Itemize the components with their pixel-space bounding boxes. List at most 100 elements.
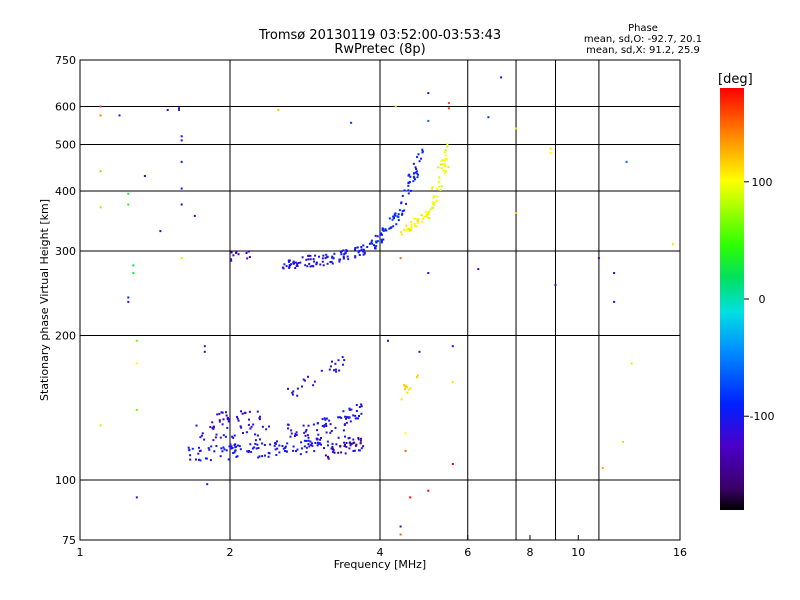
data-point (356, 246, 359, 249)
data-point (289, 264, 291, 267)
data-point (410, 226, 413, 229)
data-point (195, 424, 198, 427)
data-point (203, 350, 206, 353)
data-point (331, 262, 334, 265)
data-point (362, 445, 365, 448)
data-point (348, 436, 351, 439)
data-point (320, 369, 323, 372)
data-point (416, 156, 419, 158)
data-point (374, 234, 377, 237)
data-point (331, 360, 333, 363)
data-point (218, 420, 221, 423)
y-axis-label: Stationary phase Virtual Height [km] (38, 199, 51, 401)
data-point (294, 261, 297, 264)
data-point (325, 417, 328, 420)
data-point (407, 388, 410, 391)
data-point (288, 266, 291, 269)
data-point (425, 215, 428, 217)
data-point (303, 439, 306, 442)
data-point (230, 447, 232, 450)
data-point (311, 442, 313, 445)
data-point (392, 215, 395, 218)
data-point (225, 449, 228, 452)
data-point (350, 121, 353, 124)
data-point (399, 525, 402, 528)
data-point (206, 483, 209, 486)
data-point (404, 385, 407, 388)
data-point (316, 429, 319, 432)
data-point (436, 195, 439, 198)
data-point (410, 224, 413, 227)
data-point (216, 413, 219, 416)
data-point (285, 265, 288, 268)
data-point (323, 417, 326, 420)
data-point (415, 225, 418, 228)
data-point (373, 244, 375, 247)
data-point (221, 450, 224, 453)
data-point (330, 447, 333, 450)
data-point (340, 253, 343, 256)
data-point (258, 417, 261, 419)
data-point (304, 264, 307, 267)
data-point (355, 417, 358, 420)
data-point (446, 145, 449, 148)
data-point (180, 135, 183, 138)
data-point (413, 222, 416, 225)
data-point (312, 384, 315, 387)
data-point (358, 249, 361, 252)
data-point (329, 431, 332, 434)
data-point (345, 445, 348, 448)
data-point (352, 438, 355, 441)
data-point (410, 220, 413, 223)
data-point (240, 426, 243, 429)
phase-line-o: mean, sd,O: -92.7, 20.1 (584, 34, 702, 45)
data-point (99, 105, 102, 108)
x-axis-label: Frequency [MHz] (334, 558, 426, 571)
data-point (245, 431, 248, 434)
data-point (328, 368, 331, 371)
data-point (296, 263, 299, 266)
data-point (601, 466, 604, 469)
data-point (426, 213, 429, 216)
data-point (408, 180, 411, 183)
data-point (338, 416, 341, 419)
data-point (281, 445, 284, 447)
data-point (354, 414, 357, 417)
data-point (127, 192, 130, 195)
data-point (305, 439, 308, 442)
data-point (349, 441, 352, 444)
data-point (248, 418, 250, 421)
data-point (451, 345, 454, 348)
data-point (447, 107, 450, 110)
data-point (331, 445, 334, 448)
axis-ticks: 1 2 4 6 8 10 16 75 100 200 300 400 500 600 750 (55, 54, 687, 559)
data-point (625, 160, 628, 163)
data-point (344, 415, 347, 418)
x-tick-label: 10 (571, 546, 585, 559)
data-point (226, 426, 229, 429)
data-point (127, 300, 130, 303)
data-point (408, 229, 411, 232)
data-point (242, 432, 244, 434)
grid-lines (80, 60, 680, 540)
data-point (350, 442, 353, 445)
data-point (296, 448, 299, 451)
data-point (118, 114, 121, 117)
data-point (265, 428, 268, 431)
data-point (226, 418, 229, 421)
data-point (409, 175, 412, 178)
data-point (359, 442, 362, 445)
data-point (132, 272, 135, 274)
data-point (325, 422, 327, 425)
data-point (444, 163, 447, 166)
data-point (214, 436, 217, 439)
data-point (258, 418, 261, 421)
data-point (400, 201, 403, 204)
data-point (230, 251, 233, 254)
data-point (342, 249, 345, 252)
data-point (297, 262, 300, 264)
data-point (178, 109, 180, 111)
data-point (296, 387, 299, 390)
y-tick-label: 600 (55, 101, 76, 114)
